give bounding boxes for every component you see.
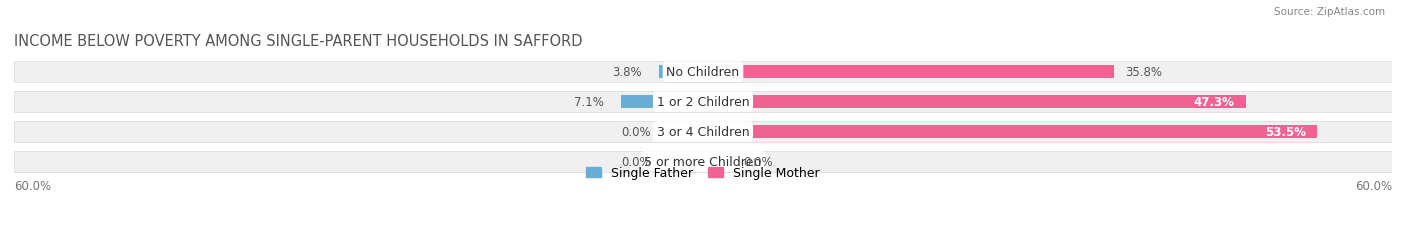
Bar	[675, 155, 703, 168]
Text: 47.3%: 47.3%	[1194, 96, 1234, 109]
Bar	[703, 66, 1114, 79]
Bar	[703, 126, 1317, 138]
Bar	[703, 96, 1246, 108]
Bar	[14, 61, 1392, 83]
Bar	[14, 91, 1392, 113]
Legend: Single Father, Single Mother: Single Father, Single Mother	[581, 161, 825, 184]
Text: 1 or 2 Children: 1 or 2 Children	[657, 96, 749, 109]
Text: 35.8%: 35.8%	[1126, 66, 1163, 79]
Text: 5 or more Children: 5 or more Children	[644, 155, 762, 168]
Text: Source: ZipAtlas.com: Source: ZipAtlas.com	[1274, 7, 1385, 17]
Text: 0.0%: 0.0%	[621, 125, 651, 138]
Text: 0.0%: 0.0%	[744, 155, 773, 168]
Text: 0.0%: 0.0%	[621, 155, 651, 168]
Bar	[675, 126, 703, 138]
Text: INCOME BELOW POVERTY AMONG SINGLE-PARENT HOUSEHOLDS IN SAFFORD: INCOME BELOW POVERTY AMONG SINGLE-PARENT…	[14, 34, 582, 49]
Text: 3 or 4 Children: 3 or 4 Children	[657, 125, 749, 138]
Bar	[14, 121, 1392, 143]
Bar	[703, 155, 731, 168]
Text: 3.8%: 3.8%	[613, 66, 643, 79]
Text: No Children: No Children	[666, 66, 740, 79]
Text: 53.5%: 53.5%	[1265, 125, 1306, 138]
Text: 7.1%: 7.1%	[575, 96, 605, 109]
Bar	[659, 66, 703, 79]
Text: 60.0%: 60.0%	[14, 179, 51, 192]
Text: 60.0%: 60.0%	[1355, 179, 1392, 192]
Bar	[621, 96, 703, 108]
Bar	[14, 151, 1392, 172]
